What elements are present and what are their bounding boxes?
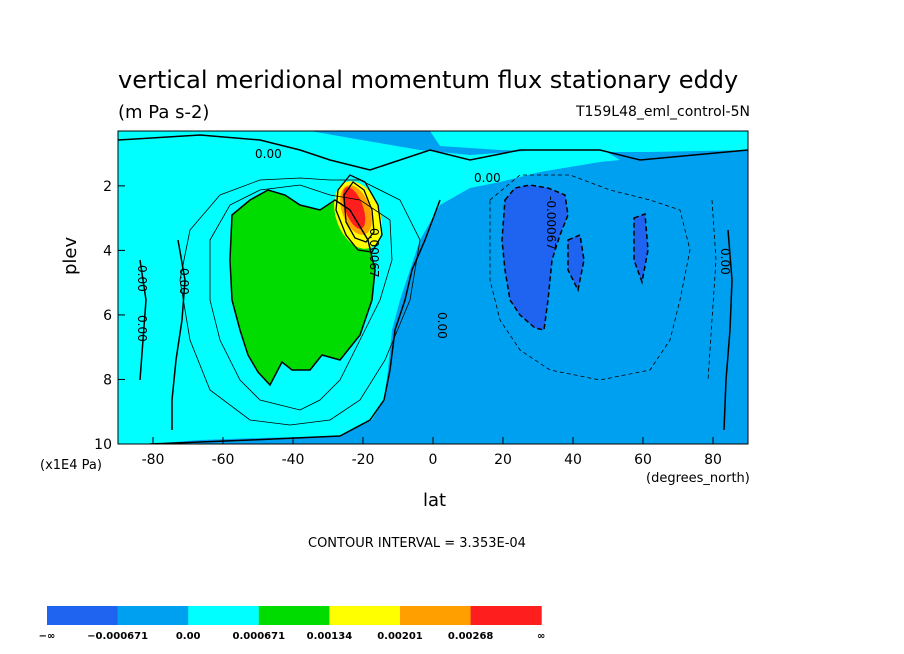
legend-label: ∞ [537, 631, 545, 642]
legend-label: 0.00201 [377, 631, 423, 642]
contour-label: 0.00 [255, 147, 282, 161]
contour-label: 0.00 [474, 171, 501, 185]
contour-label: 0.00 [135, 265, 149, 292]
region-darkblue-3 [634, 214, 648, 282]
contour-label: 0.00 [718, 248, 732, 275]
x-tick-label: -80 [142, 452, 165, 468]
contour-neg-dash-b [489, 174, 691, 381]
x-tick-label: 40 [564, 452, 582, 468]
contour-thin-b [179, 177, 421, 426]
contour-green-edge [229, 189, 376, 387]
axis-group: -80 -60 -40 -20 0 20 40 60 80 2 4 6 8 10 [94, 179, 722, 468]
legend-swatch [47, 606, 119, 625]
legend-group: −∞ −0.000671 0.00 0.000671 0.00134 0.00201 0.0… [39, 606, 545, 642]
contour-thin-a [209, 184, 393, 411]
run-label: T159L48_eml_control-5N [576, 104, 750, 120]
contour-zero-a [118, 134, 748, 171]
x-tick-label: 0 [429, 452, 438, 468]
contour-label-group: 0.00 0.00 0.00 0.00 0.00 0.00 0.00 0.000… [135, 147, 732, 342]
legend-label: 0.00 [176, 631, 201, 642]
legend-swatch [470, 606, 542, 625]
x-tick-label: 20 [494, 452, 512, 468]
contour-label: 0.00 [435, 312, 449, 339]
contour-left-b [171, 239, 186, 430]
region-green [230, 190, 375, 385]
y-axis-units: (x1E4 Pa) [40, 458, 102, 473]
contour-right-b [707, 199, 717, 381]
contour-neg-dash-c [633, 212, 649, 285]
x-axis-label: lat [423, 490, 447, 511]
region-red [342, 187, 366, 229]
legend-swatch [258, 606, 330, 625]
y-tick-label: 4 [103, 243, 112, 259]
legend-swatch [329, 606, 401, 625]
x-tick-label: -40 [282, 452, 305, 468]
legend-label: 0.00268 [448, 631, 494, 642]
legend-label: 0.00134 [307, 631, 353, 642]
legend-label: −0.000671 [87, 631, 148, 642]
contour-label: -0.00067 [544, 196, 558, 250]
region-darkblue-1 [502, 185, 568, 330]
legend-swatch [117, 606, 189, 625]
x-tick-label: 80 [704, 452, 722, 468]
x-tick-label: -60 [212, 452, 235, 468]
legend-label: 0.000671 [233, 631, 286, 642]
contour-max-1 [335, 174, 383, 253]
legend-swatch [188, 606, 260, 625]
contour-interval: CONTOUR INTERVAL = 3.353E-04 [308, 536, 526, 551]
legend-swatch [400, 606, 472, 625]
x-tick-label: 60 [634, 452, 652, 468]
contour-neg-dash-a [501, 184, 569, 331]
x-tick-label: -20 [352, 452, 375, 468]
y-tick-label: 6 [103, 308, 112, 324]
chart-title: vertical meridional momentum flux statio… [118, 66, 739, 94]
contour-neg-dash-d [567, 233, 585, 293]
contour-lines [118, 134, 748, 444]
contour-label: 0.00 [177, 268, 191, 295]
region-darkblue-2 [568, 235, 584, 290]
region-cyan-top [430, 131, 748, 152]
y-tick-label: 2 [103, 179, 112, 195]
contour-left-a [139, 259, 147, 381]
chart-units: (m Pa s-2) [118, 102, 210, 123]
y-tick-label: 10 [94, 437, 112, 453]
contour-field: 0.00 0.00 0.00 0.00 0.00 0.00 0.00 0.000… [118, 131, 748, 444]
contour-label: 0.00 [135, 315, 149, 342]
y-tick-label: 8 [103, 372, 112, 388]
x-axis-units: (degrees_north) [646, 471, 750, 486]
legend-label: −∞ [39, 631, 56, 642]
contour-max-2 [343, 181, 375, 243]
contour-right-a [723, 229, 733, 431]
contour-label: 0.00067 [367, 228, 381, 278]
